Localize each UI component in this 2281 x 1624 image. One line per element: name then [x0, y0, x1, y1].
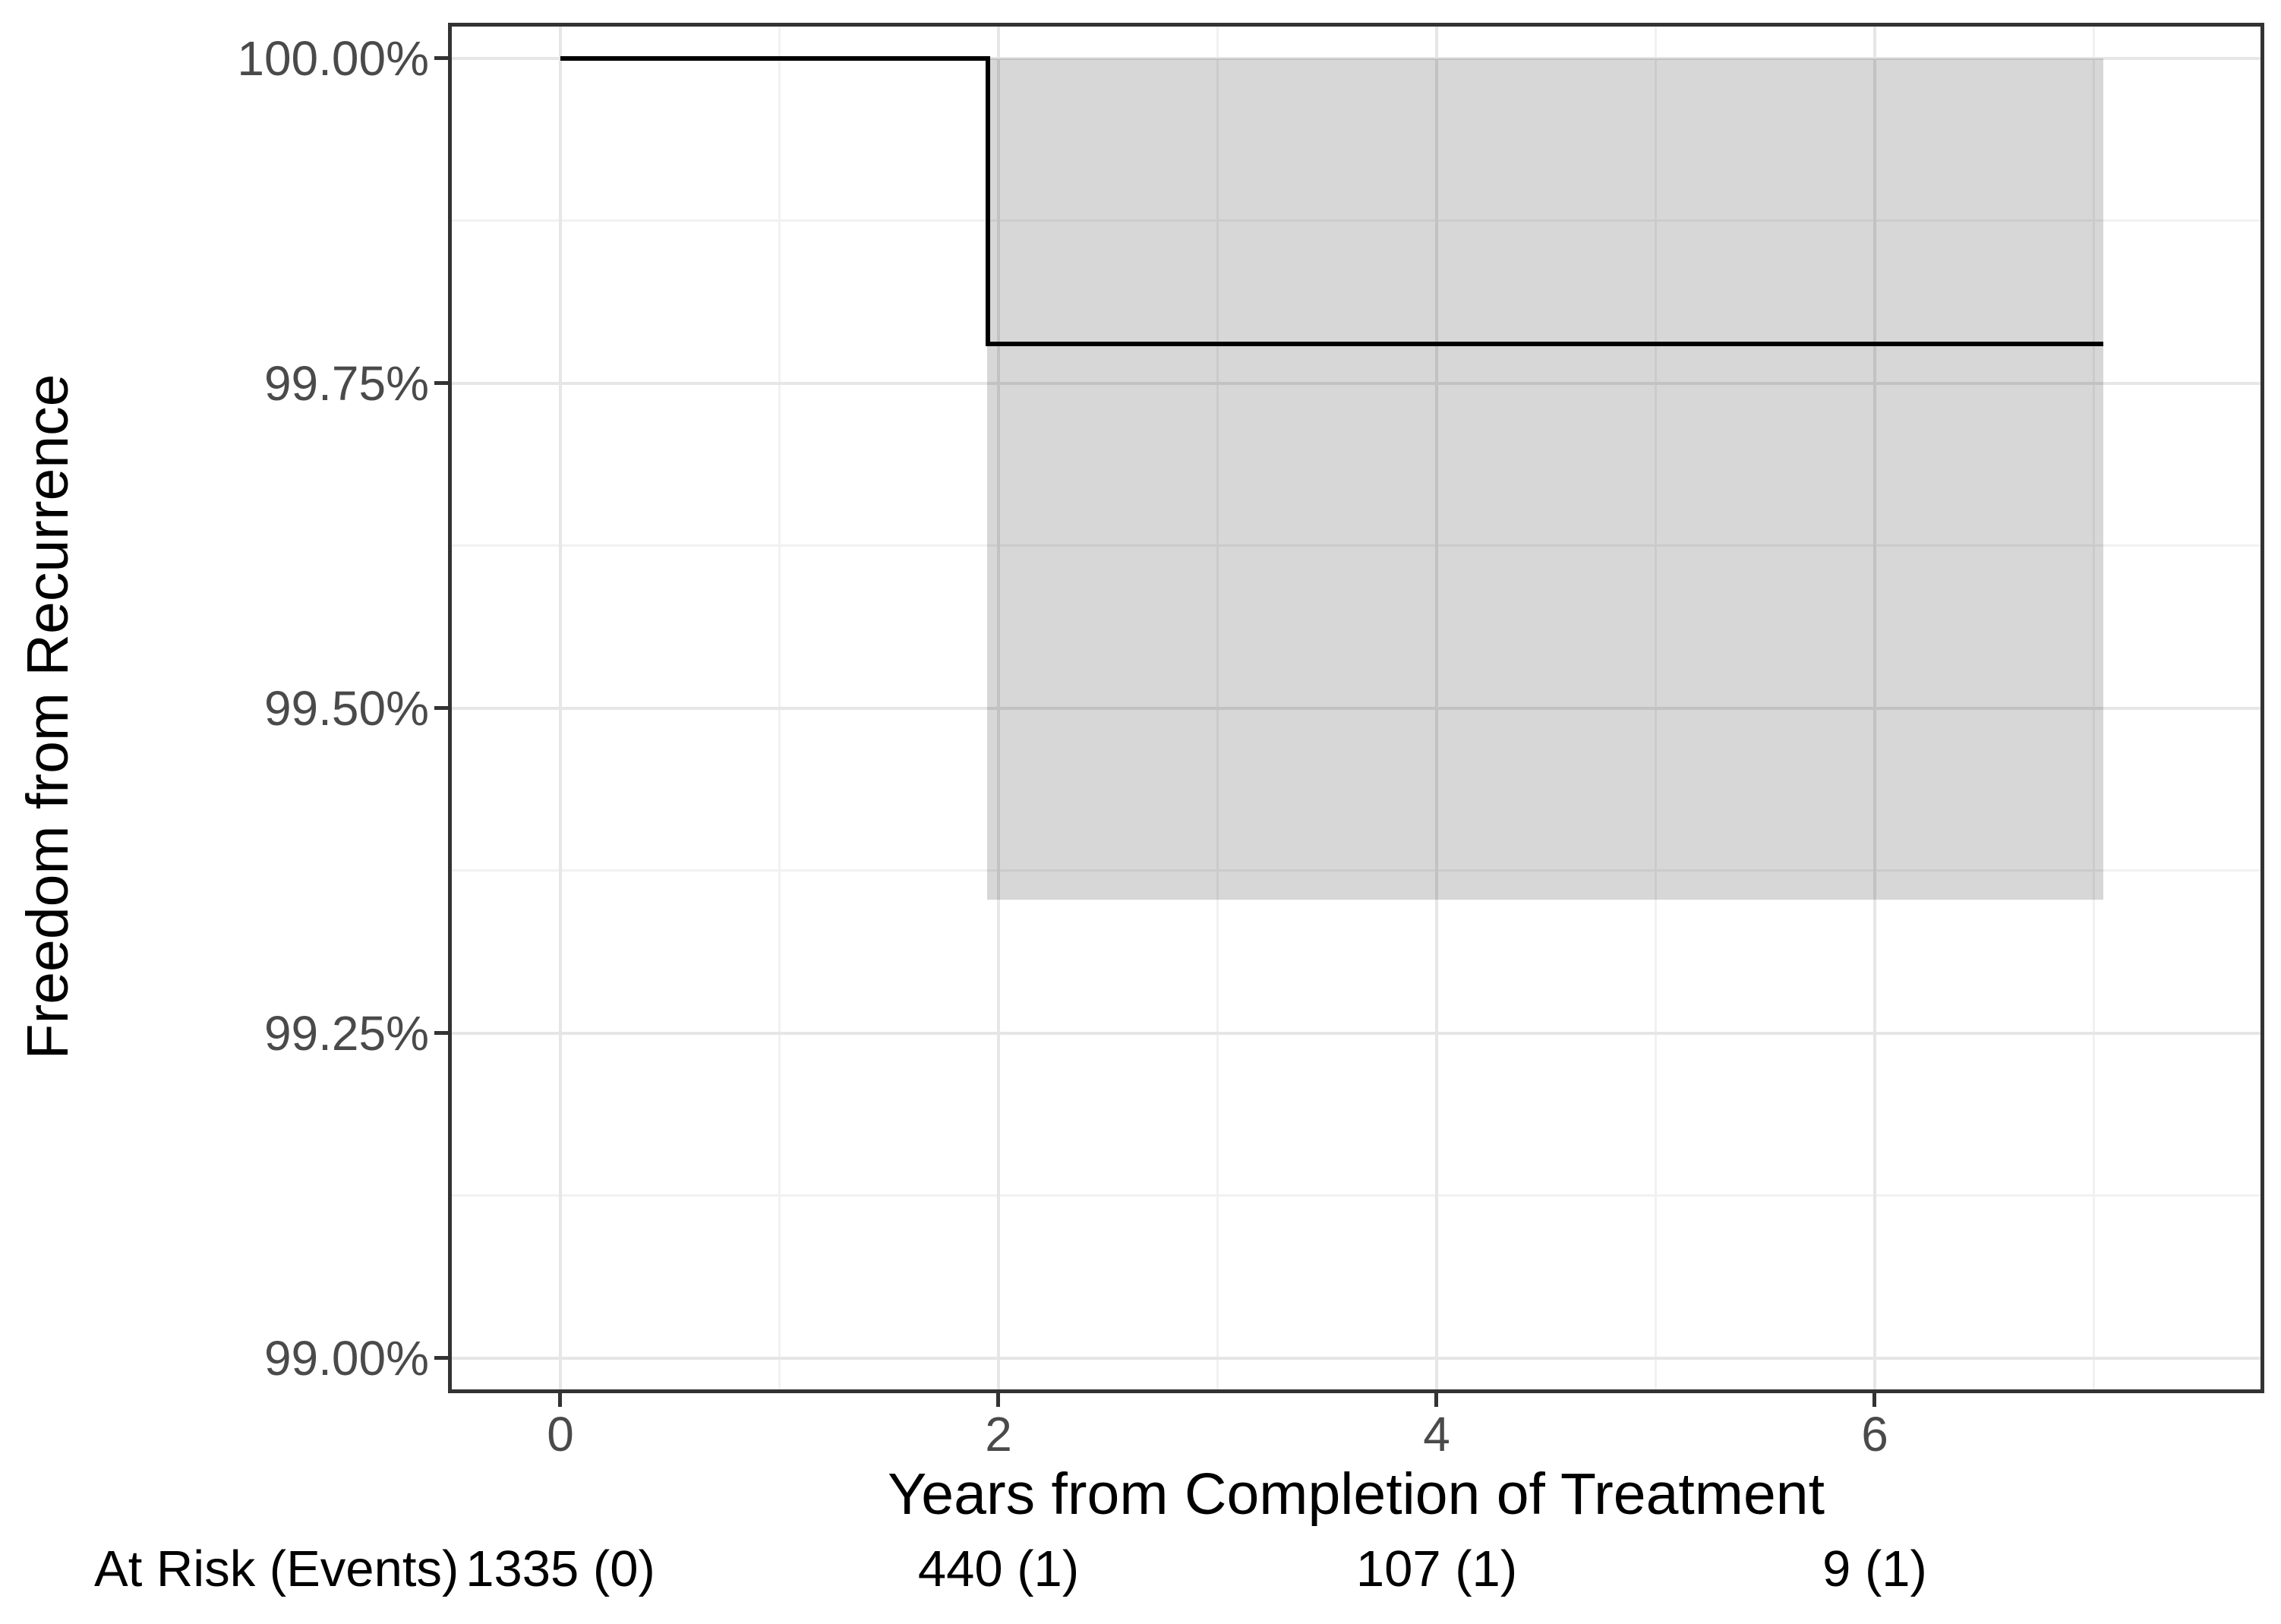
survival-step-drop	[986, 56, 990, 346]
gridline-y-minor-99.375	[452, 869, 2260, 872]
y-axis-tick-label-99.00: 99.00%	[263, 1331, 429, 1386]
y-axis-tick-label-99.75: 99.75%	[263, 356, 429, 411]
gridline-y-minor-99.125	[452, 1194, 2260, 1197]
x-axis-tick-label-4: 4	[1423, 1407, 1450, 1462]
y-tick-mark-99.25	[434, 1031, 448, 1035]
y-axis-tick-label-99.25: 99.25%	[263, 1006, 429, 1061]
gridline-y-major-99.25	[452, 1032, 2260, 1035]
y-tick-mark-99.00	[434, 1356, 448, 1360]
y-axis-tick-label-99.50: 99.50%	[263, 681, 429, 736]
x-tick-mark-6	[1872, 1393, 1876, 1407]
ci-ribbon	[987, 58, 2103, 900]
x-axis-title: Years from Completion of Treatment	[888, 1462, 1825, 1527]
y-tick-mark-99.75	[434, 381, 448, 385]
plot-panel	[448, 23, 2264, 1393]
x-tick-mark-0	[558, 1393, 562, 1407]
at-risk-value-t0: 1335 (0)	[465, 1540, 655, 1597]
gridline-y-major-99.00	[452, 1357, 2260, 1360]
x-axis-tick-label-2: 2	[985, 1407, 1012, 1462]
x-axis-tick-label-6: 6	[1861, 1407, 1888, 1462]
gridline-y-minor-99.875	[452, 219, 2260, 222]
at-risk-value-t6: 9 (1)	[1822, 1540, 1927, 1597]
gridline-x-major-2	[997, 27, 1000, 1389]
gridline-x-major-4	[1435, 27, 1438, 1389]
at-risk-value-t2: 440 (1)	[917, 1540, 1080, 1597]
gridline-y-major-100.00	[452, 57, 2260, 60]
y-tick-mark-99.50	[434, 706, 448, 710]
at-risk-label: At Risk (Events)	[94, 1540, 459, 1597]
y-axis-title: Freedom from Recurrence	[15, 374, 80, 1060]
y-tick-mark-100.00	[434, 56, 448, 60]
at-risk-value-t4: 107 (1)	[1355, 1540, 1518, 1597]
x-tick-mark-2	[996, 1393, 1000, 1407]
y-axis-tick-label-100.00: 100.00%	[237, 31, 429, 86]
gridline-y-major-99.75	[452, 382, 2260, 385]
gridline-y-minor-99.625	[452, 544, 2260, 547]
gridline-x-major-6	[1873, 27, 1876, 1389]
x-tick-mark-4	[1434, 1393, 1438, 1407]
gridline-x-major-0	[559, 27, 562, 1389]
gridline-y-major-99.50	[452, 707, 2260, 710]
survival-step-post-segment	[986, 342, 2103, 346]
x-axis-tick-label-0: 0	[547, 1407, 574, 1462]
survival-step-initial-segment	[560, 56, 990, 61]
